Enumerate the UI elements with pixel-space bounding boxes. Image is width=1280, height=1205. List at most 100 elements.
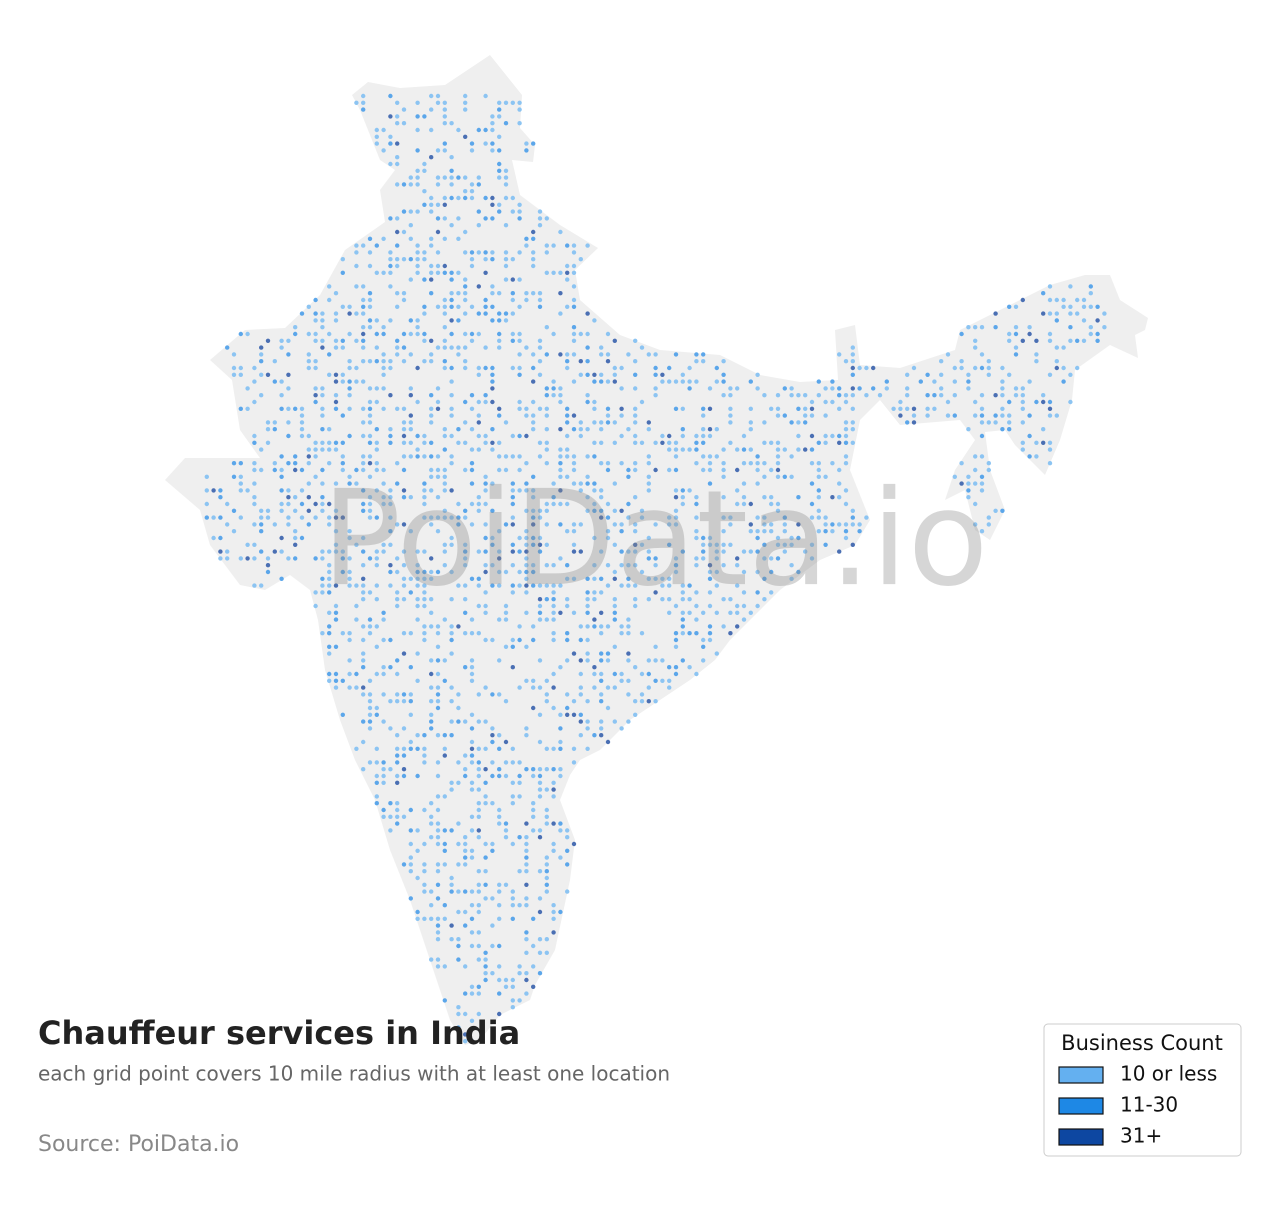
grid-point: [510, 563, 515, 568]
grid-point: [605, 624, 611, 629]
grid-point: [347, 529, 352, 534]
grid-point: [599, 610, 604, 615]
grid-point: [442, 828, 447, 833]
grid-point: [463, 855, 468, 860]
grid-point: [837, 549, 842, 554]
grid-point: [633, 372, 638, 377]
grid-point: [714, 365, 719, 371]
grid-point: [599, 515, 604, 520]
grid-point: [646, 481, 651, 486]
grid-point: [327, 522, 332, 527]
grid-point: [429, 556, 434, 561]
grid-point: [558, 393, 563, 398]
grid-point: [490, 365, 495, 371]
grid-point: [517, 903, 522, 908]
grid-point: [769, 556, 774, 561]
grid-point: [803, 413, 808, 418]
grid-point: [320, 556, 325, 561]
grid-point: [327, 440, 332, 445]
grid-point: [490, 583, 495, 588]
grid-point: [653, 440, 658, 445]
grid-point: [225, 522, 230, 527]
grid-point: [1027, 433, 1032, 439]
grid-point: [388, 665, 393, 670]
grid-point: [374, 461, 379, 466]
grid-point: [619, 406, 624, 411]
grid-point: [449, 597, 454, 602]
grid-point: [381, 665, 386, 670]
grid-point: [286, 372, 291, 377]
grid-point: [626, 549, 631, 554]
grid-point: [347, 304, 352, 309]
grid-point: [531, 257, 536, 262]
grid-point: [408, 236, 413, 241]
grid-point: [605, 705, 611, 711]
grid-point: [687, 365, 692, 371]
grid-point: [490, 121, 495, 126]
grid-point: [571, 297, 577, 303]
grid-point: [442, 841, 447, 847]
grid-point: [401, 549, 407, 554]
grid-point: [769, 406, 774, 411]
grid-point: [728, 610, 733, 615]
grid-point: [490, 733, 495, 738]
grid-point: [299, 427, 305, 432]
grid-point: [531, 964, 536, 969]
grid-point: [687, 488, 692, 493]
grid-point: [551, 631, 556, 636]
grid-point: [571, 250, 577, 255]
grid-point: [551, 331, 556, 337]
grid-point: [531, 522, 536, 527]
grid-point: [537, 345, 543, 350]
source: Source: PoiData.io: [38, 1132, 239, 1157]
grid-point: [320, 338, 325, 343]
grid-point: [503, 277, 509, 282]
grid-point: [599, 379, 604, 384]
grid-point: [775, 542, 781, 547]
grid-point: [483, 141, 488, 146]
grid-point: [1034, 359, 1039, 364]
grid-point: [592, 454, 597, 459]
grid-point: [497, 583, 502, 588]
grid-point: [408, 841, 413, 847]
grid-point: [707, 406, 713, 411]
grid-point: [463, 467, 468, 473]
grid-point: [422, 168, 427, 173]
grid-point: [544, 501, 549, 507]
grid-point: [517, 454, 522, 459]
grid-point: [619, 522, 624, 527]
grid-point: [1000, 508, 1005, 513]
grid-point: [354, 467, 359, 473]
grid-point: [435, 406, 441, 411]
grid-point: [442, 202, 447, 207]
grid-point: [367, 590, 373, 595]
grid-point: [1081, 304, 1087, 309]
grid-point: [361, 535, 366, 541]
grid-point: [612, 338, 617, 343]
grid-point: [537, 971, 543, 976]
grid-point: [483, 767, 488, 772]
grid-point: [544, 617, 549, 622]
grid-point: [619, 508, 624, 513]
grid-point: [449, 624, 454, 629]
grid-point: [673, 665, 679, 670]
grid-point: [429, 916, 434, 921]
grid-point: [626, 658, 631, 663]
grid-point: [388, 569, 393, 575]
grid-point: [306, 352, 311, 357]
grid-point: [701, 658, 706, 663]
grid-point: [653, 393, 658, 398]
grid-point: [374, 515, 379, 520]
grid-point: [333, 406, 339, 411]
grid-point: [701, 427, 706, 432]
grid-point: [463, 284, 468, 289]
grid-point: [354, 338, 359, 343]
grid-point: [367, 359, 373, 364]
grid-point: [503, 223, 509, 228]
grid-point: [306, 433, 311, 439]
grid-point: [646, 671, 651, 677]
grid-point: [510, 746, 515, 751]
grid-point: [497, 692, 502, 697]
grid-point: [476, 250, 481, 255]
grid-point: [646, 454, 651, 459]
